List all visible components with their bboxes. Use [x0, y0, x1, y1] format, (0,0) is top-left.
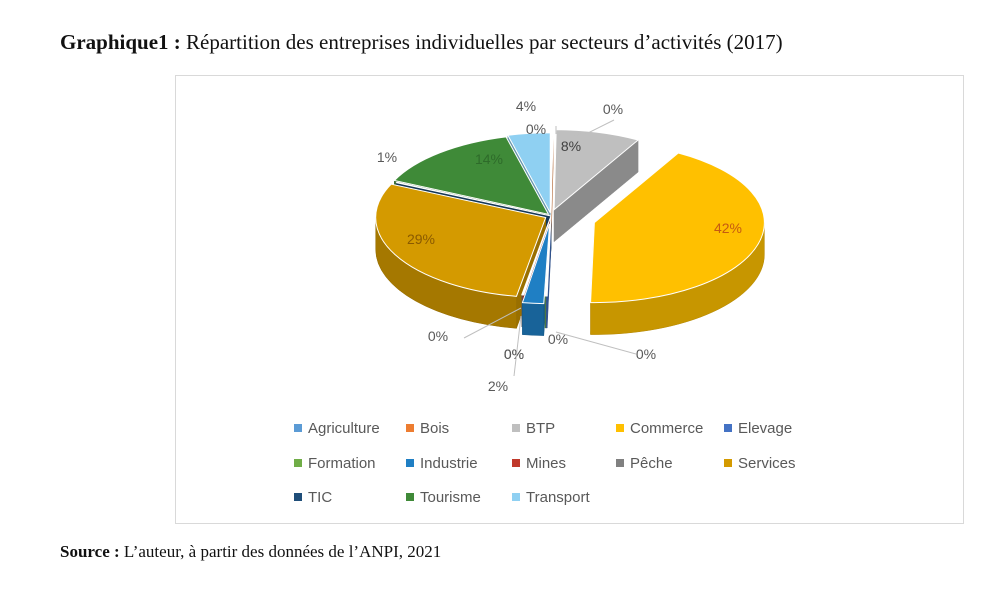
legend-swatch-agriculture: [294, 424, 302, 432]
leader-lines: [463, 119, 637, 377]
legend-swatch-peche: [616, 459, 624, 467]
data-label-peche: 0%: [603, 101, 623, 117]
leader-line-4: [513, 315, 522, 377]
legend-swatch-tic: [294, 493, 302, 501]
legend-swatch-mines: [512, 459, 520, 467]
outer-wall-industrie: [522, 302, 545, 336]
legend-label-formation: Formation: [308, 455, 376, 472]
legend-swatch-bois: [406, 424, 414, 432]
leader-line-3: [463, 307, 522, 339]
data-label-extra-0: 1%: [377, 149, 397, 165]
legend-label-tic: TIC: [308, 489, 332, 506]
slice-tic: [395, 181, 552, 217]
slice-formation: [544, 215, 552, 297]
leader-line-1: [560, 119, 615, 137]
legend-label-industrie: Industrie: [420, 455, 478, 472]
legend-label-agriculture: Agriculture: [308, 420, 380, 437]
data-label-services: 29%: [407, 231, 435, 247]
data-label-elevage: 0%: [526, 121, 546, 137]
legend-label-mines: Mines: [526, 455, 566, 472]
source-prefix: Source :: [60, 542, 120, 561]
data-label-bois: 0%: [636, 346, 656, 362]
legend-swatch-elevage: [724, 424, 732, 432]
legend-label-peche: Pêche: [630, 455, 673, 472]
data-label-industrie: 2%: [488, 378, 508, 394]
legend-label-transport: Transport: [526, 489, 590, 506]
title-text: Répartition des entreprises individuelle…: [186, 30, 783, 54]
legend-swatch-commerce: [616, 424, 624, 432]
slice-bois: [550, 135, 554, 217]
legend-label-services: Services: [738, 455, 796, 472]
data-label-mines: 0%: [504, 346, 524, 362]
legend-swatch-btp: [512, 424, 520, 432]
data-label-transport: 4%: [516, 98, 536, 114]
slice-commerce: [590, 152, 765, 304]
legend-label-elevage: Elevage: [738, 420, 792, 437]
data-label-commerce: 42%: [714, 220, 742, 236]
chart-frame: 0% 0% 8% 42% 0% 0% 2% 0% 0% 29% 0% 14% 4% 1% Agricultu…: [175, 75, 964, 524]
slice-industrie: [521, 223, 551, 305]
legend-swatch-services: [724, 459, 732, 467]
source-note: Source : L’auteur, à partir des données …: [60, 542, 441, 562]
data-label-btp: 8%: [561, 138, 581, 154]
data-labels: 0%0%8%42%0%0%2%0%0%29%0%14%4%1%: [377, 98, 742, 394]
legend-swatch-tourisme: [406, 493, 414, 501]
legend-label-commerce: Commerce: [630, 420, 703, 437]
data-label-agriculture: 0%: [548, 331, 568, 347]
slice-transport: [507, 132, 551, 213]
legend-swatch-formation: [294, 459, 302, 467]
legend-swatch-transport: [512, 493, 520, 501]
slice-tourisme: [393, 136, 550, 216]
legend: Agriculture Bois BTP Commerce Elevage Formati…: [294, 420, 796, 506]
leader-line-2: [555, 331, 637, 355]
pie-tops: [375, 129, 765, 305]
slice-peche: [521, 215, 552, 296]
pie-chart: 0%0%8%42%0%0%2%0%0%29%0%14%4%1%Agricultu…: [294, 98, 796, 506]
slice-services: [375, 183, 547, 297]
legend-label-btp: BTP: [526, 420, 555, 437]
legend-label-tourisme: Tourisme: [420, 489, 481, 506]
legend-swatch-industrie: [406, 459, 414, 467]
title-prefix: Graphique1 :: [60, 30, 181, 54]
data-label-tic: 0%: [504, 346, 524, 362]
data-label-tourisme: 14%: [475, 151, 503, 167]
page-title: Graphique1 : Répartition des entreprises…: [60, 30, 783, 55]
source-text: L’auteur, à partir des données de l’ANPI…: [123, 542, 442, 561]
legend-label-bois: Bois: [420, 420, 449, 437]
outer-wall-elevage: [545, 295, 548, 329]
data-label-formation: 0%: [428, 328, 448, 344]
